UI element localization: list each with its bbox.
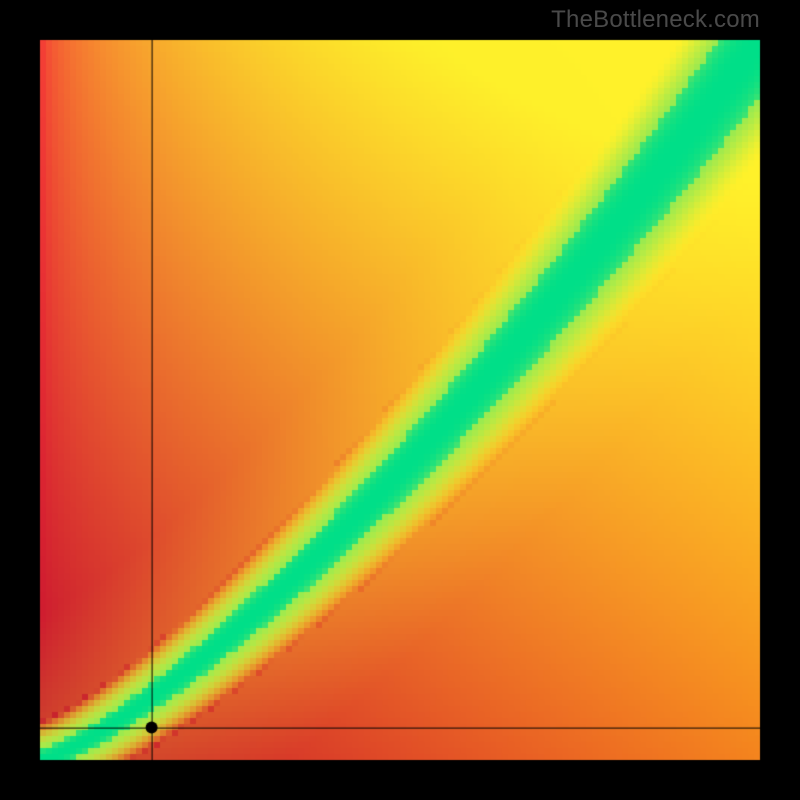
heatmap-canvas bbox=[0, 0, 800, 800]
chart-container: TheBottleneck.com bbox=[0, 0, 800, 800]
watermark-label: TheBottleneck.com bbox=[551, 6, 760, 34]
